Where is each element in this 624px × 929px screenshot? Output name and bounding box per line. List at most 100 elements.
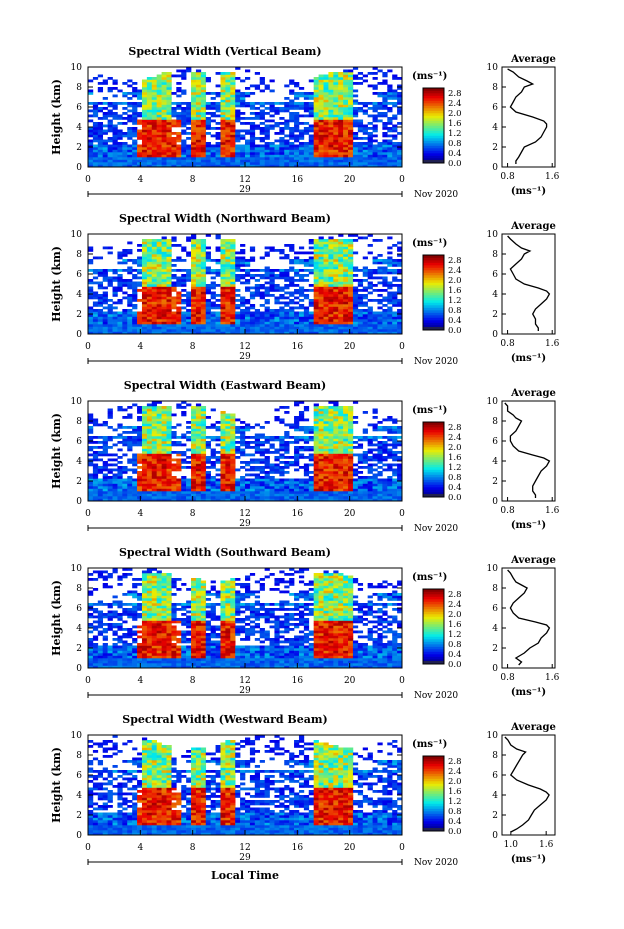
heatmap-cell bbox=[156, 104, 162, 108]
heatmap-cell bbox=[191, 142, 197, 145]
heatmap-cell bbox=[303, 127, 310, 130]
heatmap-cell bbox=[269, 463, 275, 467]
heatmap-cell bbox=[245, 157, 251, 160]
heatmap-cell bbox=[146, 117, 153, 120]
heatmap-cell bbox=[289, 129, 295, 133]
heatmap-cell bbox=[156, 296, 162, 300]
heatmap-cell bbox=[146, 441, 153, 444]
heatmap-cell bbox=[235, 134, 241, 138]
heatmap-cell bbox=[200, 296, 207, 300]
heatmap-cell bbox=[166, 87, 172, 90]
heatmap-cell bbox=[333, 274, 339, 277]
heatmap-cell bbox=[357, 296, 364, 300]
heatmap-cell bbox=[151, 142, 157, 145]
heatmap-cell bbox=[264, 324, 270, 327]
heatmap-cell bbox=[397, 162, 403, 165]
heatmap-cell bbox=[122, 107, 128, 110]
heatmap-cell bbox=[137, 466, 143, 469]
heatmap-cell bbox=[264, 147, 270, 150]
heatmap-cell bbox=[151, 124, 157, 128]
heatmap-cell bbox=[382, 164, 388, 168]
heatmap-cell bbox=[97, 164, 104, 168]
heatmap-cell bbox=[225, 461, 231, 464]
heatmap-cell bbox=[220, 264, 226, 267]
heatmap-cell bbox=[333, 256, 339, 260]
heatmap-cell bbox=[127, 458, 133, 462]
heatmap-cell bbox=[362, 109, 368, 113]
heatmap-cell bbox=[151, 129, 157, 133]
heatmap-cell bbox=[122, 493, 128, 497]
heatmap-cell bbox=[254, 159, 261, 163]
heatmap-cell bbox=[220, 256, 226, 260]
heatmap-cell bbox=[323, 321, 329, 325]
heatmap-cell bbox=[161, 296, 167, 300]
heatmap-cell bbox=[186, 144, 192, 148]
heatmap-cell bbox=[176, 314, 182, 317]
heatmap-cell bbox=[117, 468, 123, 472]
heatmap-cell bbox=[176, 461, 182, 464]
heatmap-cell bbox=[210, 486, 216, 489]
heatmap-cell bbox=[107, 304, 113, 307]
heatmap-cell bbox=[92, 456, 99, 459]
heatmap-cell bbox=[240, 309, 246, 312]
heatmap-cell bbox=[176, 69, 182, 73]
heatmap-cell bbox=[377, 92, 383, 95]
heatmap-cell bbox=[230, 279, 236, 282]
heatmap-cell bbox=[156, 408, 162, 412]
heatmap-cell bbox=[230, 157, 236, 160]
heatmap-cell bbox=[294, 329, 300, 332]
heatmap-cell bbox=[235, 468, 241, 472]
heatmap-cell bbox=[166, 281, 172, 285]
heatmap-cell bbox=[200, 426, 207, 429]
heatmap-cell bbox=[240, 104, 246, 108]
heatmap-cell bbox=[333, 266, 339, 270]
heatmap-cell bbox=[220, 72, 226, 75]
colorbar-segment bbox=[423, 265, 444, 268]
heatmap-cell bbox=[132, 486, 138, 489]
heatmap-cell bbox=[323, 114, 329, 118]
heatmap-cell bbox=[127, 162, 133, 165]
heatmap-cell bbox=[161, 331, 167, 335]
heatmap-cell bbox=[117, 433, 123, 437]
heatmap-cell bbox=[137, 488, 143, 492]
heatmap-cell bbox=[205, 496, 211, 499]
heatmap-cell bbox=[352, 311, 359, 315]
colorbar-segment bbox=[423, 120, 444, 124]
heatmap-cell bbox=[200, 147, 207, 150]
heatmap-cell bbox=[323, 142, 329, 145]
heatmap-cell bbox=[210, 466, 216, 469]
heatmap-cell bbox=[191, 132, 197, 135]
heatmap-cell bbox=[313, 162, 319, 165]
heatmap-cell bbox=[132, 438, 138, 442]
heatmap-cell bbox=[303, 149, 310, 153]
heatmap-cell bbox=[235, 109, 241, 113]
heatmap-cell bbox=[298, 114, 305, 118]
heatmap-cell bbox=[141, 316, 148, 320]
heatmap-cell bbox=[269, 321, 275, 325]
heatmap-cell bbox=[343, 331, 349, 335]
heatmap-cell bbox=[235, 132, 241, 135]
heatmap-cell bbox=[333, 316, 339, 320]
heatmap-cell bbox=[333, 87, 339, 90]
heatmap-cell bbox=[249, 137, 256, 140]
heatmap-cell bbox=[289, 144, 295, 148]
heatmap-cell bbox=[141, 304, 148, 307]
heatmap-cell bbox=[308, 269, 314, 272]
heatmap-cell bbox=[235, 104, 241, 108]
heatmap-cell bbox=[259, 147, 265, 150]
heatmap-cell bbox=[191, 289, 197, 292]
heatmap-cell bbox=[127, 321, 133, 325]
heatmap-cell bbox=[264, 329, 270, 332]
average-frame bbox=[501, 66, 556, 168]
heatmap-cell bbox=[318, 246, 324, 250]
heatmap-cell bbox=[112, 291, 118, 295]
heatmap-cell bbox=[181, 411, 187, 414]
heatmap-cell bbox=[171, 468, 177, 472]
heatmap-cell bbox=[215, 426, 221, 429]
heatmap-cell bbox=[127, 413, 133, 417]
heatmap-cell bbox=[269, 488, 275, 492]
heatmap-cell bbox=[151, 276, 157, 280]
heatmap-cell bbox=[294, 261, 300, 265]
heatmap-cell bbox=[107, 319, 113, 322]
heatmap-cell bbox=[392, 291, 398, 295]
